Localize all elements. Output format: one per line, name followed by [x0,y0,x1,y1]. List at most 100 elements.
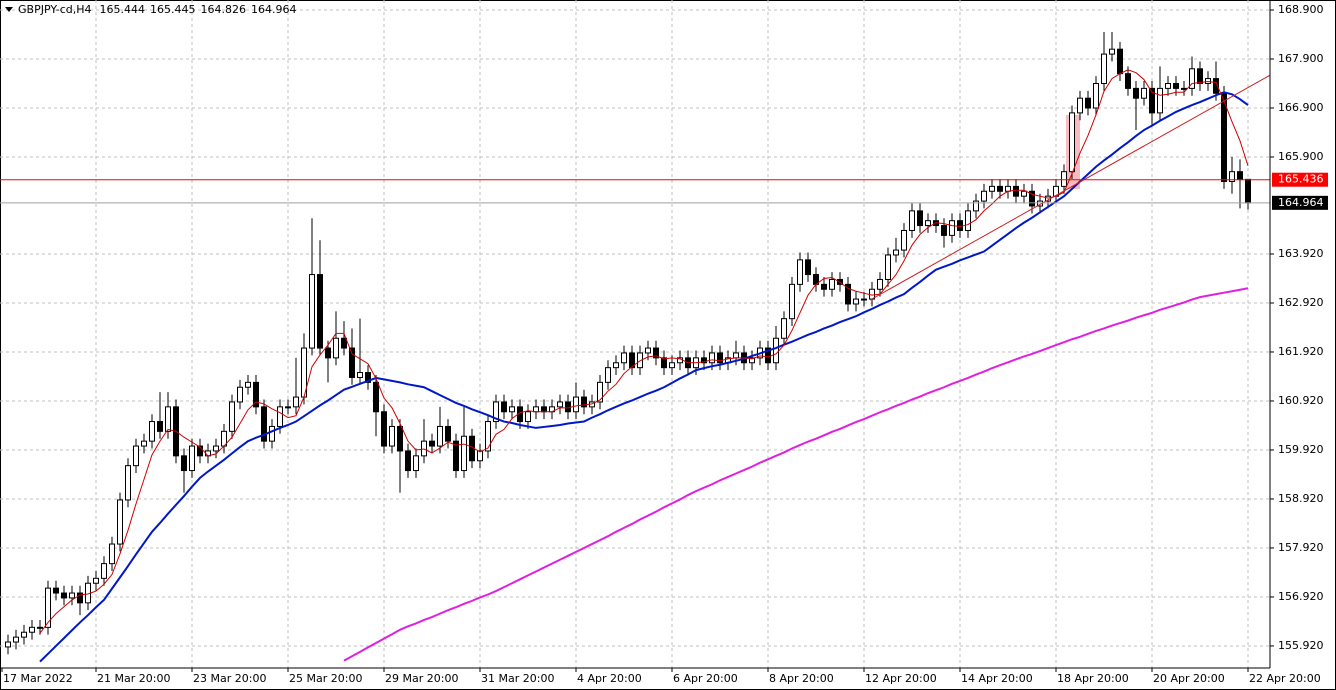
candle-body [893,249,899,256]
candle-body [53,587,59,594]
candle-body [477,450,483,462]
y-tick-label: 167.900 [1278,52,1324,65]
candle-body [365,372,371,383]
candle-body [1173,82,1179,89]
candle-body [1245,178,1251,204]
candle-body [1229,171,1235,182]
candle-body [861,298,867,301]
grid [0,0,1270,668]
candle-body [13,636,19,643]
candle-body [1133,87,1139,99]
trendline [869,74,1271,301]
candle-body [525,411,531,423]
x-tick-label: 31 Mar 20:00 [481,672,554,685]
y-tick-label: 162.920 [1278,296,1324,309]
candle-body [797,259,803,285]
candle-body [29,626,35,633]
moving-average-line [39,91,1249,663]
y-tick-label: 160.920 [1278,394,1324,407]
candle-body [333,337,339,359]
candle-body [1061,171,1067,187]
y-tick-label: 166.900 [1278,101,1324,114]
x-tick-label: 22 Apr 20:00 [1249,672,1321,685]
y-tick-label: 165.900 [1278,150,1324,163]
candle-body [709,352,715,364]
candle-body [821,283,827,290]
header-low: 164.826 [201,3,247,16]
candle-body [389,425,395,447]
candle-body [749,357,755,364]
candle-body [69,592,75,599]
candle-body [349,347,355,378]
x-tick-label: 21 Mar 20:00 [97,672,170,685]
moving-average-line [39,69,1249,634]
y-tick-label: 158.920 [1278,492,1324,505]
price-level-label: 165.436 [1278,173,1324,186]
x-tick-label: 8 Apr 20:00 [769,672,834,685]
y-tick-label: 156.920 [1278,590,1324,603]
candle-body [533,406,539,413]
candle-body [701,357,707,364]
candle-body [789,283,795,320]
candle-body [509,406,515,413]
candle-body [717,352,723,364]
x-tick-label: 20 Apr 20:00 [1153,672,1225,685]
candle-body [429,440,435,447]
candle-body [1021,190,1027,197]
candle-body [277,406,283,427]
x-tick-label: 18 Apr 20:00 [1057,672,1129,685]
candle-body [1141,87,1147,99]
candle-body [125,465,131,501]
candle-body [1165,82,1171,89]
plot [0,32,1271,663]
candle-body [181,455,187,472]
candle-body [397,425,403,452]
menu-triangle[interactable] [5,7,13,12]
candle-body [149,421,155,442]
candle-body [653,347,659,359]
candle-body [237,386,243,403]
candle-body [493,401,499,423]
candle-body [957,220,963,231]
candle-body [141,440,147,447]
candle-body [877,278,883,290]
x-tick-label: 12 Apr 20:00 [865,672,937,685]
price-level-tag [1272,172,1328,187]
candle-body [405,450,411,472]
candle-body [733,352,739,359]
y-tick-label: 168.900 [1278,3,1324,16]
header-high: 165.445 [150,3,196,16]
candle-body [781,318,787,339]
candle-body [965,210,971,231]
y-tick-label: 161.920 [1278,345,1324,358]
candle-body [1085,97,1091,109]
candle-body [901,229,907,251]
candle-body [1013,185,1019,197]
candle-body [157,421,163,432]
candle-body [1069,112,1075,173]
symbol: GBPJPY-cd,H4 [18,3,92,16]
candle-body [925,220,931,227]
x-tick-label: 23 Mar 20:00 [193,672,266,685]
candle-body [45,587,51,628]
candle-body [293,396,299,408]
candle-body [581,396,587,408]
candle-body [845,283,851,305]
candle-body [557,401,563,408]
candle-body [645,347,651,354]
candle-body [829,278,835,290]
candle-body [501,401,507,413]
candle-body [597,381,603,403]
candle-body [613,362,619,369]
candle-body [973,200,979,212]
x-tick-label: 6 Apr 20:00 [673,672,738,685]
current-price-label: 164.964 [1278,196,1324,209]
candle-body [661,357,667,369]
y-tick-label: 157.920 [1278,541,1324,554]
candle-body [1109,48,1115,55]
candle-body [1093,82,1099,109]
candle-body [381,411,387,447]
candle-body [1181,87,1187,90]
candle-body [605,367,611,383]
